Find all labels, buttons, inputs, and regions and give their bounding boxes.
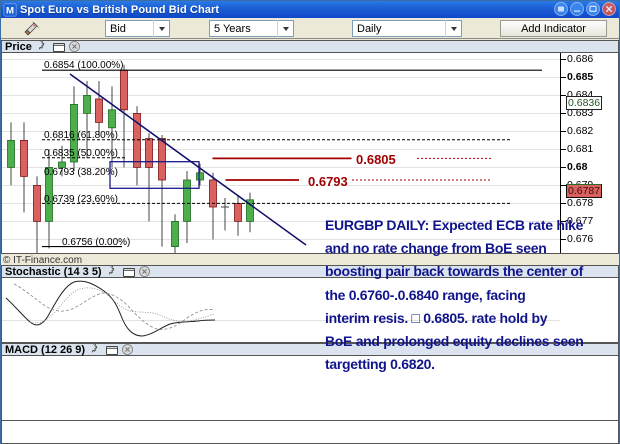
- svg-text:M: M: [6, 5, 14, 16]
